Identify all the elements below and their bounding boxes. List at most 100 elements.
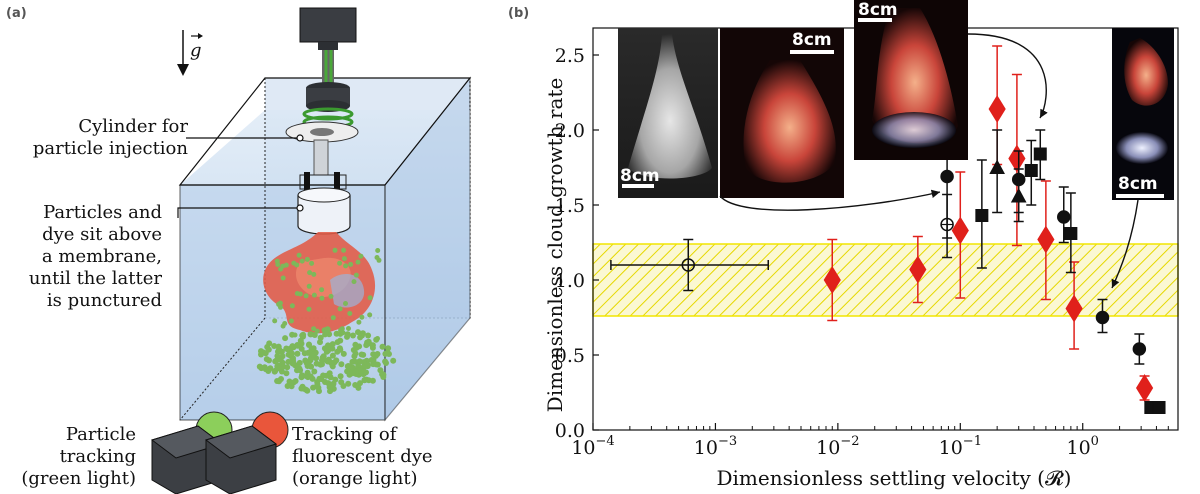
scale-label-4: 8cm	[1118, 174, 1158, 194]
plot-area: 0.0 0.5 1.0 1.5 2.0 2.5 10−4 10−3 10−2 10−1 100	[555, 27, 1179, 459]
orange-light-camera	[204, 411, 289, 494]
particle-dot	[291, 260, 297, 266]
data-point-circle	[940, 169, 954, 184]
particle-dot	[294, 350, 301, 357]
particle-dot	[306, 283, 312, 289]
data-point-triangle	[1010, 187, 1027, 203]
particle-dot	[256, 363, 263, 370]
particle-dot	[309, 260, 315, 266]
particle-dot	[334, 348, 341, 355]
data-point-diamond	[988, 95, 1006, 123]
inset-photo-particle-cloud-1: 8cm	[720, 28, 844, 198]
particle-dot	[379, 343, 386, 350]
data-point-square	[1033, 147, 1047, 161]
particle-dot	[359, 333, 365, 339]
particle-cloud	[256, 247, 397, 395]
inset-photo-particle-cloud-2: 8cm	[854, 0, 968, 160]
particle-dot	[330, 315, 336, 321]
particle-dot	[330, 380, 337, 387]
particle-injector	[285, 7, 359, 235]
particle-dot	[289, 303, 295, 309]
data-point-square	[975, 209, 989, 222]
x-tick-label: 100	[1066, 434, 1098, 459]
data-point-circle	[1095, 310, 1110, 325]
particle-dot	[278, 304, 283, 310]
particle-dot	[283, 370, 290, 377]
particle-dot	[292, 332, 298, 338]
particle-dot	[290, 355, 296, 362]
x-tick-label: 10−2	[816, 434, 859, 459]
particle-dot	[369, 377, 376, 384]
y-tick-label: 2.5	[555, 45, 585, 67]
particle-dot	[289, 360, 296, 367]
particle-dot	[271, 368, 278, 375]
particle-dot	[352, 341, 359, 348]
particle-dot	[349, 370, 356, 377]
particle-dot	[343, 263, 349, 269]
particle-dot	[346, 326, 351, 331]
particle-dot	[288, 350, 295, 357]
data-point-diamond	[951, 216, 969, 245]
particle-dot	[299, 258, 305, 264]
particle-dot	[341, 247, 347, 253]
label-particle-2: tracking	[60, 446, 136, 467]
particle-dot	[355, 329, 361, 336]
particle-dot	[333, 330, 340, 337]
particle-dot	[385, 345, 392, 352]
particle-dot	[310, 345, 317, 352]
particle-dot	[374, 255, 380, 260]
particle-dot	[340, 350, 347, 357]
particle-dot	[298, 345, 305, 352]
data-point-diamond	[823, 266, 841, 294]
particle-dot	[303, 293, 309, 299]
particle-dot	[375, 336, 380, 341]
particle-dot	[328, 293, 334, 299]
particle-dot	[282, 321, 288, 326]
y-tick-label: 1.0	[555, 270, 585, 292]
dye-labels: Tracking of fluorescent dye (orange ligh…	[292, 424, 433, 489]
particle-dot	[356, 319, 362, 325]
particle-dot	[305, 349, 311, 356]
particle-dot	[271, 343, 278, 349]
particle-dot	[358, 253, 364, 259]
gravity-arrow	[177, 30, 189, 76]
particle-dot	[325, 342, 331, 349]
y-tick-label: 0.0	[555, 420, 585, 442]
data-point-square	[1064, 227, 1078, 240]
growth-rate-chart: 0.0 0.5 1.0 1.5 2.0 2.5 10−4 10−3 10−2 10−1 100 Di…	[543, 0, 1179, 490]
particle-dot	[275, 365, 282, 372]
particle-dot	[375, 248, 381, 253]
particle-dot	[367, 312, 373, 318]
particle-dot	[326, 370, 333, 377]
inset-photo-dye-cloud: 8cm	[618, 28, 718, 198]
particle-dot	[283, 345, 290, 352]
particle-dot	[311, 326, 317, 332]
particle-dot	[288, 318, 294, 324]
particle-dot	[345, 363, 352, 369]
apparatus-diagram: g	[21, 7, 472, 494]
label-membrane-4: until the latter	[29, 268, 162, 289]
apparatus-labels: Cylinder for particle injection Particle…	[21, 116, 188, 489]
particle-dot	[341, 256, 347, 262]
particle-dot	[297, 367, 304, 374]
particle-dot	[367, 295, 373, 301]
particle-dot	[311, 271, 317, 277]
particle-dot	[278, 376, 284, 382]
y-tick-label: 1.5	[555, 195, 585, 217]
particle-dot	[339, 326, 345, 332]
particle-dot	[373, 361, 380, 368]
particle-dot	[319, 295, 325, 301]
x-tick-label: 10−4	[571, 434, 614, 459]
particle-dot	[329, 341, 336, 348]
particle-dot	[274, 353, 281, 359]
particle-dot	[311, 368, 318, 375]
label-dye-3: (orange light)	[292, 468, 418, 489]
data-point-diamond	[1135, 374, 1154, 402]
particle-dot	[347, 311, 353, 316]
label-cylinder-1: Cylinder for	[78, 116, 188, 137]
particle-dot	[263, 356, 270, 363]
inset-photo-particle-cloud-3: 8cm	[1112, 28, 1174, 200]
particle-dot	[340, 383, 347, 389]
data-point-square	[1152, 401, 1166, 414]
particle-dot	[338, 361, 345, 368]
